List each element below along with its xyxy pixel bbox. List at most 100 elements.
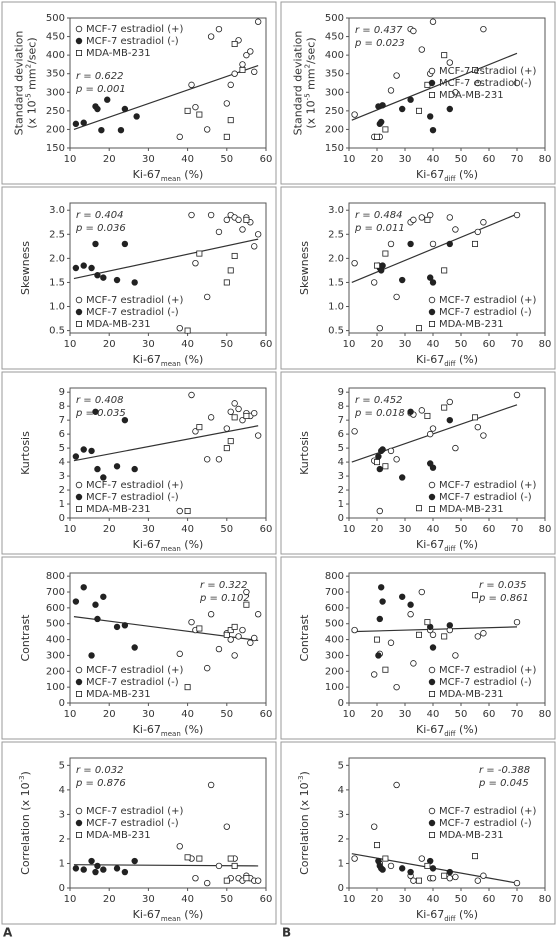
point [407, 611, 414, 618]
y-tick-label: 300 [46, 650, 65, 661]
point [371, 823, 378, 830]
y-tick-label: 0 [59, 883, 65, 894]
point [427, 430, 434, 438]
y-tick-label: 2 [338, 485, 344, 496]
x-tick-label: 40 [427, 154, 440, 165]
point [251, 68, 258, 76]
point [373, 636, 380, 643]
point [215, 456, 223, 463]
y-tick-label: 200 [46, 666, 65, 677]
legend-marker [75, 493, 83, 501]
y-axis-label: (x 10-5 mm2/sec) [25, 37, 39, 128]
label-part: Ki-67 [133, 723, 161, 736]
legend-label: MCF-7 estradiol (-) [86, 818, 179, 829]
point [471, 240, 478, 247]
x-tick-label: 10 [64, 524, 77, 535]
point [94, 615, 101, 623]
label-part: Standard deviation [13, 31, 26, 136]
y-axis-label: Correlation (x 10-3) [18, 771, 32, 875]
point [254, 877, 262, 884]
label-part: diff [444, 915, 455, 923]
y-axis-label: Correlation (x 10-3) [297, 771, 311, 875]
y-tick-label: 600 [325, 603, 344, 614]
x-tick-label: 50 [455, 524, 468, 535]
legend-label: MDA-MB-231 [86, 319, 151, 330]
point [513, 618, 521, 626]
label-part: (%) [455, 353, 478, 366]
point [121, 240, 129, 248]
x-tick-label: 60 [260, 524, 273, 535]
annotation: p = 0.011 [354, 223, 405, 234]
point [452, 226, 459, 233]
point [235, 405, 242, 413]
point [80, 446, 87, 453]
x-tick-label: 30 [399, 339, 412, 350]
point [227, 627, 234, 634]
x-tick-label: 80 [539, 709, 552, 720]
point [227, 855, 234, 862]
point [407, 868, 414, 876]
y-tick-label: 2 [59, 485, 65, 496]
label-part: 2 [25, 64, 33, 68]
point [254, 231, 262, 238]
legend-label: MDA-MB-231 [86, 48, 151, 59]
y-tick-label: 600 [46, 603, 65, 614]
point [88, 447, 95, 455]
y-tick-label: 200 [325, 124, 344, 135]
legend-label: MCF-7 estradiol (-) [439, 818, 532, 829]
annotation: p = 0.018 [354, 408, 405, 419]
x-tick-label: 70 [511, 894, 524, 905]
point [231, 252, 238, 259]
point [117, 126, 125, 134]
x-tick-label: 50 [455, 154, 468, 165]
legend-marker [428, 505, 435, 512]
x-tick-label: 20 [103, 339, 116, 350]
legend-marker [428, 79, 436, 87]
y-tick-label: 0 [59, 698, 65, 709]
point [239, 226, 246, 233]
legend-label: MCF-7 estradiol (-) [439, 307, 532, 318]
point [427, 113, 434, 120]
label-part: Contrast [19, 614, 32, 662]
legend-marker [428, 296, 436, 304]
label-part: Correlation (x 10 [298, 782, 311, 874]
legend-marker [75, 807, 83, 815]
legend-label: MCF-7 estradiol (-) [86, 307, 179, 318]
point [243, 588, 250, 596]
point [113, 463, 121, 470]
point [94, 862, 101, 870]
panel-frame [1, 186, 277, 370]
point [429, 631, 437, 639]
point [247, 639, 254, 646]
y-tick-label: 2.0 [49, 253, 65, 264]
legend-label: MCF-7 estradiol (-) [86, 492, 179, 503]
point [176, 843, 183, 850]
legend-marker [75, 481, 83, 489]
y-tick-label: 2 [59, 834, 65, 845]
label-part: (%) [455, 723, 478, 736]
panel-frame [280, 1, 556, 185]
point [100, 866, 107, 873]
point [207, 611, 215, 618]
scatter-panel: 0 1 2 3 4 5 10 20 30 40 50 60 Ki-67mean (%) Correlati… [1, 741, 277, 925]
point [513, 79, 521, 87]
point [441, 404, 448, 411]
point [429, 464, 437, 471]
point [378, 584, 385, 591]
y-tick-label: 3.0 [49, 205, 65, 216]
point [418, 214, 425, 221]
label-part: Ki-67 [133, 168, 161, 181]
panel-frame [1, 741, 277, 925]
y-tick-label: 7 [59, 415, 65, 426]
annotation: r = 0.484 [355, 210, 402, 221]
point [188, 618, 195, 626]
y-tick-label: 0 [338, 883, 344, 894]
label-part: (%) [455, 168, 478, 181]
point [121, 868, 129, 876]
point [231, 652, 238, 659]
point [188, 391, 195, 399]
point [446, 622, 453, 629]
panel-frame [1, 1, 277, 185]
legend-label: MDA-MB-231 [86, 504, 151, 515]
point [351, 111, 358, 118]
